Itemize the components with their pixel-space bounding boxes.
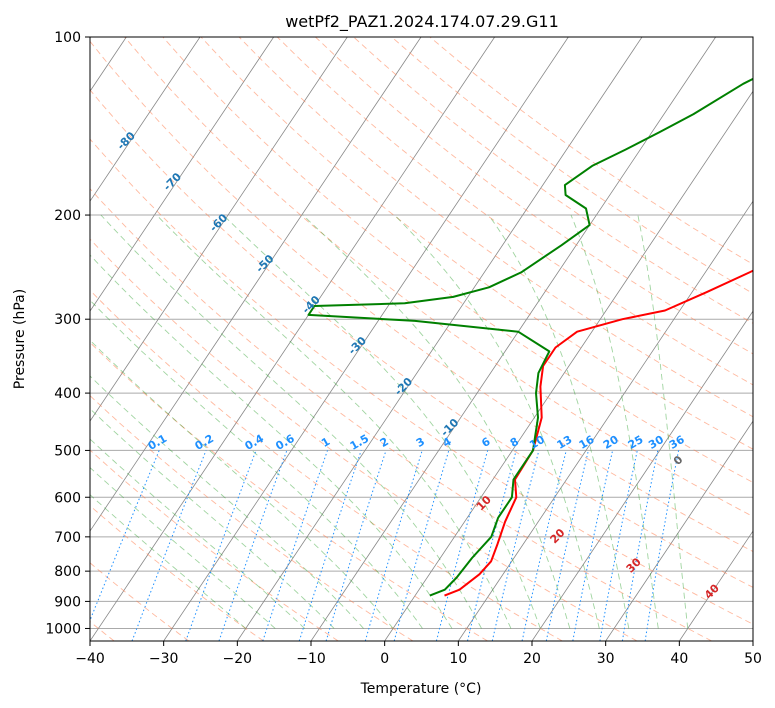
dry-adiabat-line (90, 40, 753, 553)
dry-adiabat-line (238, 37, 753, 418)
x-tick-label: 40 (670, 651, 688, 667)
dry-adiabat-line (90, 89, 753, 588)
mixing-ratio-line (364, 450, 423, 641)
mixing-ratio-line (298, 450, 362, 641)
dewpoint-profile-line (307, 77, 753, 597)
dry-adiabat-line (276, 37, 753, 386)
x-tick-label: 20 (523, 651, 541, 667)
moist-adiabat-line (394, 214, 600, 629)
x-tick-label: 30 (597, 651, 615, 667)
mixing-ratio-line (325, 450, 387, 641)
moist-adiabat-line (90, 254, 453, 629)
y-tick-label: 700 (54, 530, 81, 546)
mixing-ratio-line (435, 450, 489, 641)
dry-adiabat-line (200, 37, 753, 450)
moist-adiabat-line (637, 214, 689, 629)
mixing-ratio-line (467, 450, 517, 641)
y-tick-label: 800 (54, 564, 81, 580)
y-tick-label: 100 (54, 30, 81, 46)
mixing-ratio-line (262, 450, 328, 641)
moist-adiabat-line (90, 339, 394, 629)
dry-adiabat-line (90, 289, 563, 641)
y-tick-label: 600 (54, 490, 81, 506)
y-tick-label: 300 (54, 312, 81, 328)
dry-adiabat-line (90, 238, 638, 641)
moist-adiabat-line (570, 214, 659, 629)
dry-adiabat-line (90, 188, 712, 641)
x-tick-label: −40 (75, 651, 105, 667)
mixing-ratio-line (131, 450, 207, 641)
mixing-ratio-line (185, 450, 257, 641)
isotherm-line (163, 37, 569, 641)
chart-title: wetPf2_PAZ1.2024.174.07.29.G11 (285, 12, 559, 32)
isotherm-line (679, 530, 753, 641)
x-tick-label: −20 (223, 651, 253, 667)
moist-adiabat-line (156, 214, 512, 629)
isotherm-line (605, 420, 753, 641)
x-axis-title: Temperature (°C) (360, 681, 482, 697)
x-tick-label: 10 (449, 651, 467, 667)
isotherm-line (384, 90, 753, 641)
moist-adiabat-line (90, 467, 276, 629)
y-tick-label: 200 (54, 208, 81, 224)
isotherm-line (90, 37, 275, 312)
isotherm-line (531, 310, 753, 641)
y-tick-label: 400 (54, 386, 81, 402)
mixing-ratio-line (393, 450, 450, 641)
x-tick-label: 50 (744, 651, 762, 667)
isotherm-line (458, 200, 753, 641)
mixing-ratio-line (90, 450, 160, 622)
temperature-profile-line (444, 269, 753, 597)
y-tick-label: 900 (54, 594, 81, 610)
axes: −40 −30 −20 −10 0 10 20 30 40 50 1000 900 800 700 600 5… (45, 30, 762, 667)
profile-series (307, 77, 753, 597)
isotherm-line (90, 37, 201, 202)
y-tick-label: 500 (54, 443, 81, 459)
mixing-ratio-line (218, 450, 288, 641)
y-tick-label: 1000 (45, 621, 81, 637)
moist-adiabat-line (90, 299, 423, 629)
moist-adiabat-line (100, 214, 482, 629)
x-tick-label: 0 (380, 651, 389, 667)
moist-adiabat-line (90, 408, 335, 629)
isotherm-line (90, 37, 496, 641)
x-tick-label: −30 (149, 651, 179, 667)
isotherm-line (90, 37, 422, 532)
moist-adiabat-line (90, 375, 364, 629)
dry-adiabat-line (90, 341, 488, 641)
moist-adiabat-line (222, 214, 541, 629)
plot-frame (89, 36, 754, 642)
moist-adiabat-line (90, 494, 246, 629)
dry-adiabat-line (90, 505, 264, 641)
y-axis-title: Pressure (hPa) (12, 289, 28, 389)
isotherm-line (90, 37, 348, 422)
x-tick-label: −10 (296, 651, 326, 667)
background-grid (90, 37, 753, 641)
isotherm-line (237, 37, 643, 641)
mixing-ratio-line (491, 450, 540, 641)
moist-adiabat-line (90, 438, 306, 629)
dry-adiabat-line (90, 138, 753, 625)
